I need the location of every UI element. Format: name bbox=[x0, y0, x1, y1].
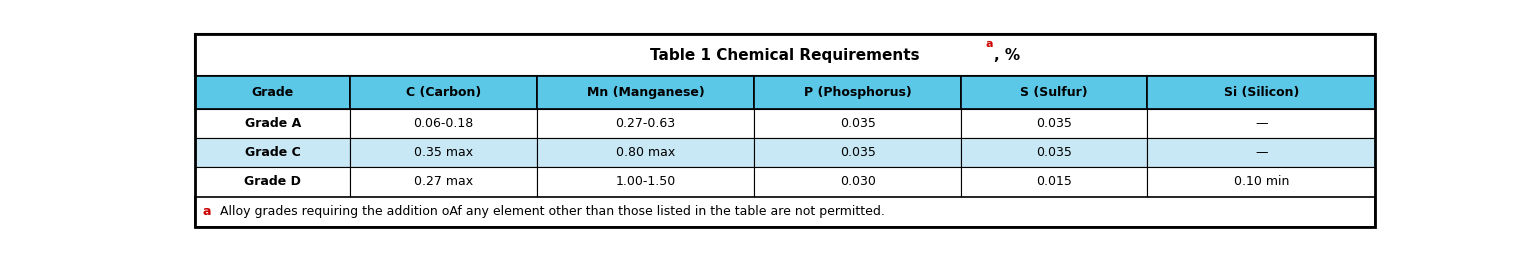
Bar bbox=[195, 109, 351, 138]
Bar bbox=[961, 167, 1147, 197]
Bar bbox=[961, 76, 1147, 109]
Text: Table 1 Chemical Requirements: Table 1 Chemical Requirements bbox=[651, 48, 919, 63]
Bar bbox=[351, 76, 536, 109]
Bar bbox=[195, 34, 1376, 76]
Bar bbox=[536, 138, 754, 167]
Text: Grade A: Grade A bbox=[245, 117, 300, 130]
Text: —: — bbox=[1255, 117, 1267, 130]
Bar bbox=[195, 167, 351, 197]
Text: a: a bbox=[202, 205, 211, 218]
Text: 0.27 max: 0.27 max bbox=[414, 175, 473, 188]
Bar bbox=[754, 109, 961, 138]
Bar bbox=[351, 138, 536, 167]
Text: 0.035: 0.035 bbox=[840, 146, 876, 159]
Text: 0.015: 0.015 bbox=[1036, 175, 1072, 188]
Text: 0.035: 0.035 bbox=[840, 117, 876, 130]
Bar bbox=[754, 76, 961, 109]
Text: —: — bbox=[1255, 146, 1267, 159]
Text: S (Sulfur): S (Sulfur) bbox=[1020, 86, 1088, 99]
Text: 0.06-0.18: 0.06-0.18 bbox=[414, 117, 473, 130]
Text: a: a bbox=[985, 39, 993, 49]
Bar bbox=[195, 197, 1376, 227]
Bar bbox=[351, 167, 536, 197]
Bar bbox=[1147, 76, 1376, 109]
Text: 0.030: 0.030 bbox=[840, 175, 876, 188]
Text: 0.035: 0.035 bbox=[1036, 117, 1072, 130]
Bar bbox=[536, 167, 754, 197]
Text: 0.27-0.63: 0.27-0.63 bbox=[616, 117, 676, 130]
Text: C (Carbon): C (Carbon) bbox=[406, 86, 481, 99]
Bar bbox=[536, 76, 754, 109]
Text: 0.10 min: 0.10 min bbox=[1233, 175, 1288, 188]
Bar bbox=[1147, 109, 1376, 138]
Text: Alloy grades requiring the addition oAf any element other than those listed in t: Alloy grades requiring the addition oAf … bbox=[216, 205, 885, 218]
Text: 0.035: 0.035 bbox=[1036, 146, 1072, 159]
Text: Si (Silicon): Si (Silicon) bbox=[1224, 86, 1299, 99]
Bar bbox=[1147, 167, 1376, 197]
Bar bbox=[754, 138, 961, 167]
Text: Mn (Manganese): Mn (Manganese) bbox=[587, 86, 705, 99]
Text: P (Phosphorus): P (Phosphorus) bbox=[804, 86, 912, 99]
Bar bbox=[1147, 138, 1376, 167]
Text: Grade C: Grade C bbox=[245, 146, 300, 159]
Text: , %: , % bbox=[994, 48, 1020, 63]
Bar bbox=[961, 138, 1147, 167]
Bar bbox=[536, 109, 754, 138]
Bar bbox=[754, 167, 961, 197]
Bar bbox=[961, 109, 1147, 138]
Text: Grade: Grade bbox=[251, 86, 294, 99]
Text: Grade D: Grade D bbox=[244, 175, 302, 188]
Text: 0.35 max: 0.35 max bbox=[414, 146, 473, 159]
Text: 1.00-1.50: 1.00-1.50 bbox=[616, 175, 676, 188]
Bar bbox=[195, 76, 351, 109]
Bar bbox=[195, 138, 351, 167]
Bar bbox=[351, 109, 536, 138]
Text: 0.80 max: 0.80 max bbox=[616, 146, 676, 159]
